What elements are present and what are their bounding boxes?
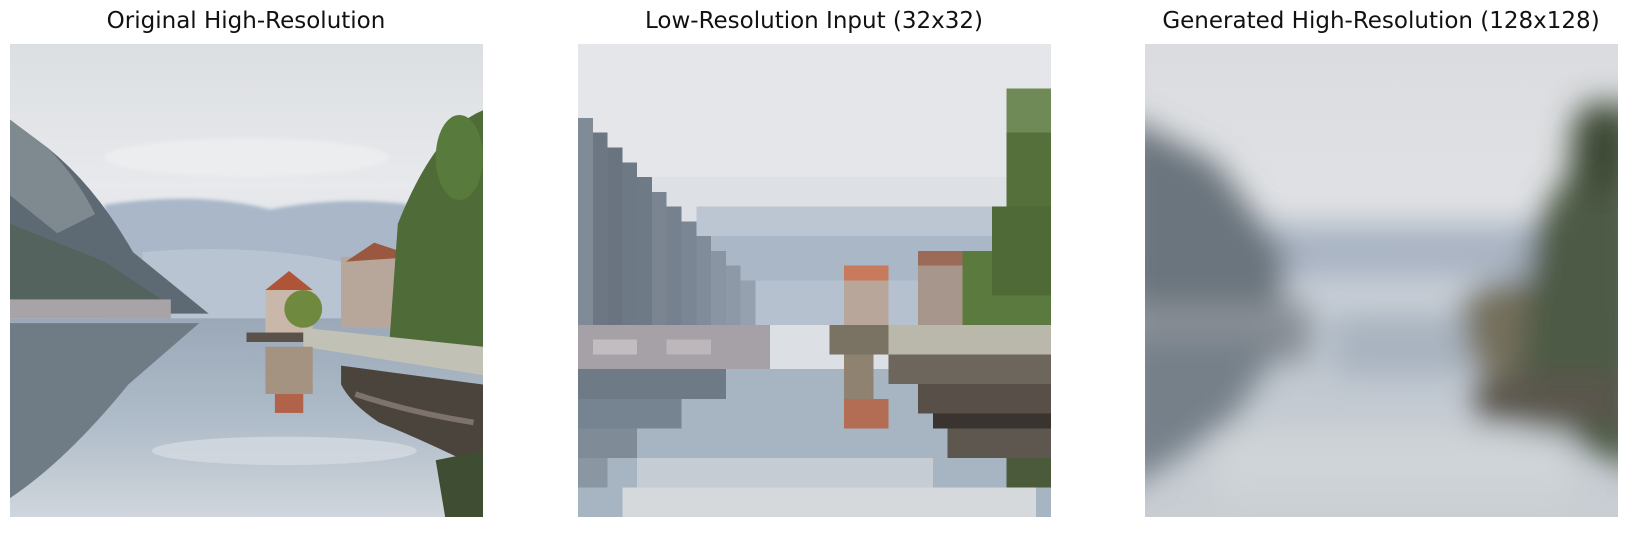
panel-title-low-res: Low-Resolution Input (32x32) bbox=[644, 8, 984, 34]
generated-image bbox=[1145, 44, 1618, 517]
low-resolution-image bbox=[578, 44, 1051, 517]
panel-title-original: Original High-Resolution bbox=[106, 8, 386, 34]
panel-title-generated: Generated High-Resolution (128x128) bbox=[1162, 8, 1600, 34]
original-image bbox=[10, 44, 483, 517]
